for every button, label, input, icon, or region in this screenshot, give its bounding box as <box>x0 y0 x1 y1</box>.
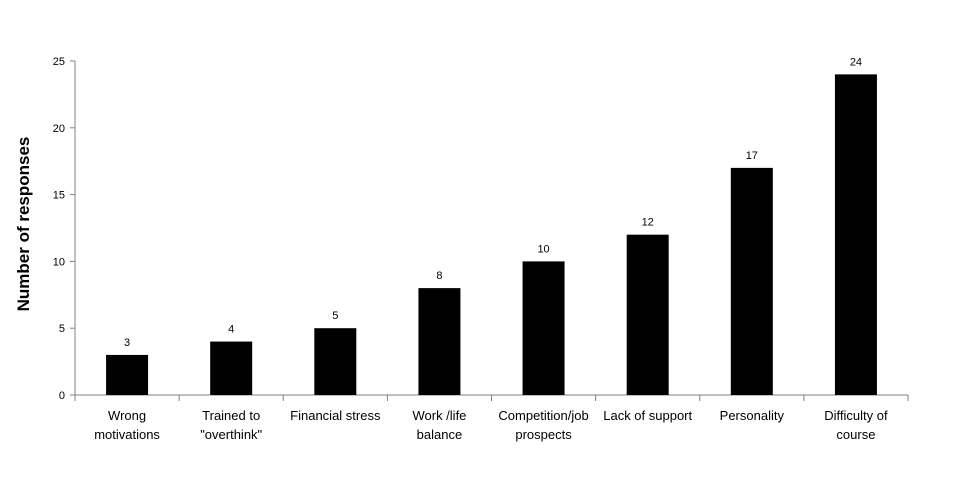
category-label-line: motivations <box>94 427 160 442</box>
category-label-line: Difficulty of <box>824 408 888 423</box>
data-label: 12 <box>642 217 654 229</box>
y-tick-label: 25 <box>53 56 65 68</box>
category-label-line: Wrong <box>108 408 146 423</box>
y-tick-label: 5 <box>59 323 65 335</box>
category-label-line: Competition/job <box>498 408 588 423</box>
category-label-line: course <box>836 427 875 442</box>
category-label-line: Trained to <box>202 408 260 423</box>
bar <box>418 288 461 395</box>
data-label: 10 <box>537 243 549 255</box>
axes: 0 5 10 15 20 25 <box>53 56 909 402</box>
bar <box>626 234 669 395</box>
category-label-line: "overthink" <box>200 427 262 442</box>
category-label: Competition/job prospects <box>498 408 588 442</box>
category-label: Lack of support <box>603 408 692 423</box>
y-tick-label: 15 <box>53 190 65 202</box>
bar <box>730 167 773 395</box>
data-label: 17 <box>746 150 758 162</box>
category-label-line: balance <box>417 427 463 442</box>
category-label-line: Lack of support <box>603 408 692 423</box>
category-label: Difficulty of course <box>824 408 888 442</box>
y-tick-label: 20 <box>53 123 65 135</box>
category-label: Personality <box>720 408 785 423</box>
data-label: 3 <box>124 337 130 349</box>
labels: 3 Wrong motivations 4 Trained to "overthink" 5… <box>94 56 888 442</box>
data-label: 4 <box>228 324 234 336</box>
category-label-line: Personality <box>720 408 785 423</box>
y-tick-label: 0 <box>59 390 65 402</box>
data-label: 8 <box>436 270 442 282</box>
y-tick-label: 10 <box>53 256 65 268</box>
category-label-line: Work /life <box>412 408 466 423</box>
category-label: Wrong motivations <box>94 408 160 442</box>
category-label: Trained to "overthink" <box>200 408 262 442</box>
category-label-line: prospects <box>515 427 572 442</box>
category-label: Work /life balance <box>412 408 466 442</box>
y-axis-title: Number of responses <box>14 137 33 312</box>
category-label: Financial stress <box>290 408 381 423</box>
data-label: 24 <box>850 56 862 68</box>
bar <box>106 354 149 395</box>
bar <box>834 74 877 396</box>
y-axis-title-group: Number of responses <box>14 137 33 312</box>
bar <box>210 341 253 395</box>
data-label: 5 <box>332 310 338 322</box>
bars <box>106 74 877 396</box>
category-label-line: Financial stress <box>290 408 381 423</box>
bar <box>314 328 357 395</box>
bar <box>522 261 565 395</box>
